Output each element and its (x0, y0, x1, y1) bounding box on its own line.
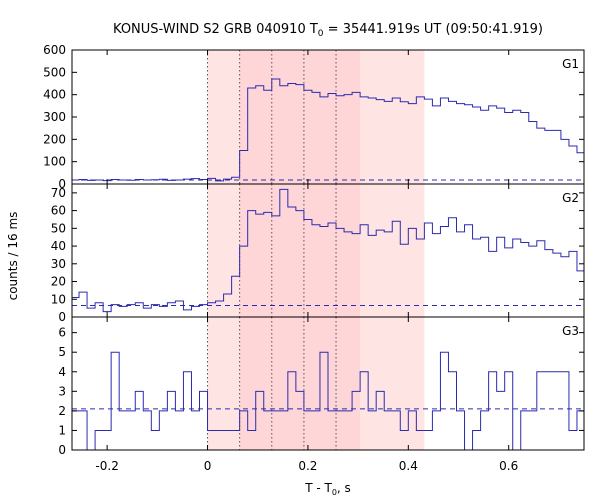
series-line (72, 351, 584, 450)
y-tick-label: 200 (43, 132, 66, 146)
y-tick-label: 50 (51, 221, 66, 235)
shaded-interval (239, 317, 361, 450)
x-tick-label: 0.2 (298, 459, 317, 473)
panel-label: G3 (562, 324, 579, 338)
y-tick-label: 30 (51, 257, 66, 271)
y-tick-label: 2 (58, 404, 66, 418)
panel-g2: 0 10 20 30 40 50 60 70 G2 (51, 183, 585, 324)
panel-g1: 0 100 200 300 400 500 600 G1 (43, 43, 585, 191)
y-tick-label: 4 (58, 365, 66, 379)
y-tick-label: 500 (43, 65, 66, 79)
y-tick-label: 3 (58, 384, 66, 398)
y-tick-label: 70 (51, 186, 66, 200)
y-axis-label: counts / 16 ms (6, 212, 20, 301)
chart-title: KONUS-WIND S2 GRB 040910 T0 = 35441.919s… (113, 22, 543, 39)
y-tick-label: 40 (51, 239, 66, 253)
y-tick-label: 0 (58, 443, 66, 457)
y-tick-label: 300 (43, 110, 66, 124)
x-tick-label: 0.6 (499, 459, 518, 473)
panel-label: G1 (562, 57, 579, 71)
y-tick-label: 0 (58, 177, 66, 191)
y-tick-label: 0 (58, 310, 66, 324)
shaded-interval (239, 50, 361, 184)
panel-g3: 0 1 2 3 4 5 6 G3 (58, 316, 585, 457)
panel-frame (71, 316, 585, 451)
series-line (72, 78, 584, 182)
shaded-interval (239, 184, 361, 317)
y-tick-label: 1 (58, 423, 66, 437)
y-tick-label: 600 (43, 43, 66, 57)
x-axis-label: T - T0, s (304, 481, 351, 497)
y-tick-label: 60 (51, 204, 66, 218)
y-tick-label: 10 (51, 292, 66, 306)
y-tick-label: 400 (43, 88, 66, 102)
panel-label: G2 (562, 191, 579, 205)
y-tick-label: 5 (58, 345, 66, 359)
y-tick-label: 100 (43, 155, 66, 169)
y-tick-label: 6 (58, 326, 66, 340)
x-tick-label: -0.2 (95, 459, 118, 473)
y-tick-label: 20 (51, 275, 66, 289)
x-tick-label: 0 (204, 459, 212, 473)
x-tick-label: 0.4 (399, 459, 418, 473)
